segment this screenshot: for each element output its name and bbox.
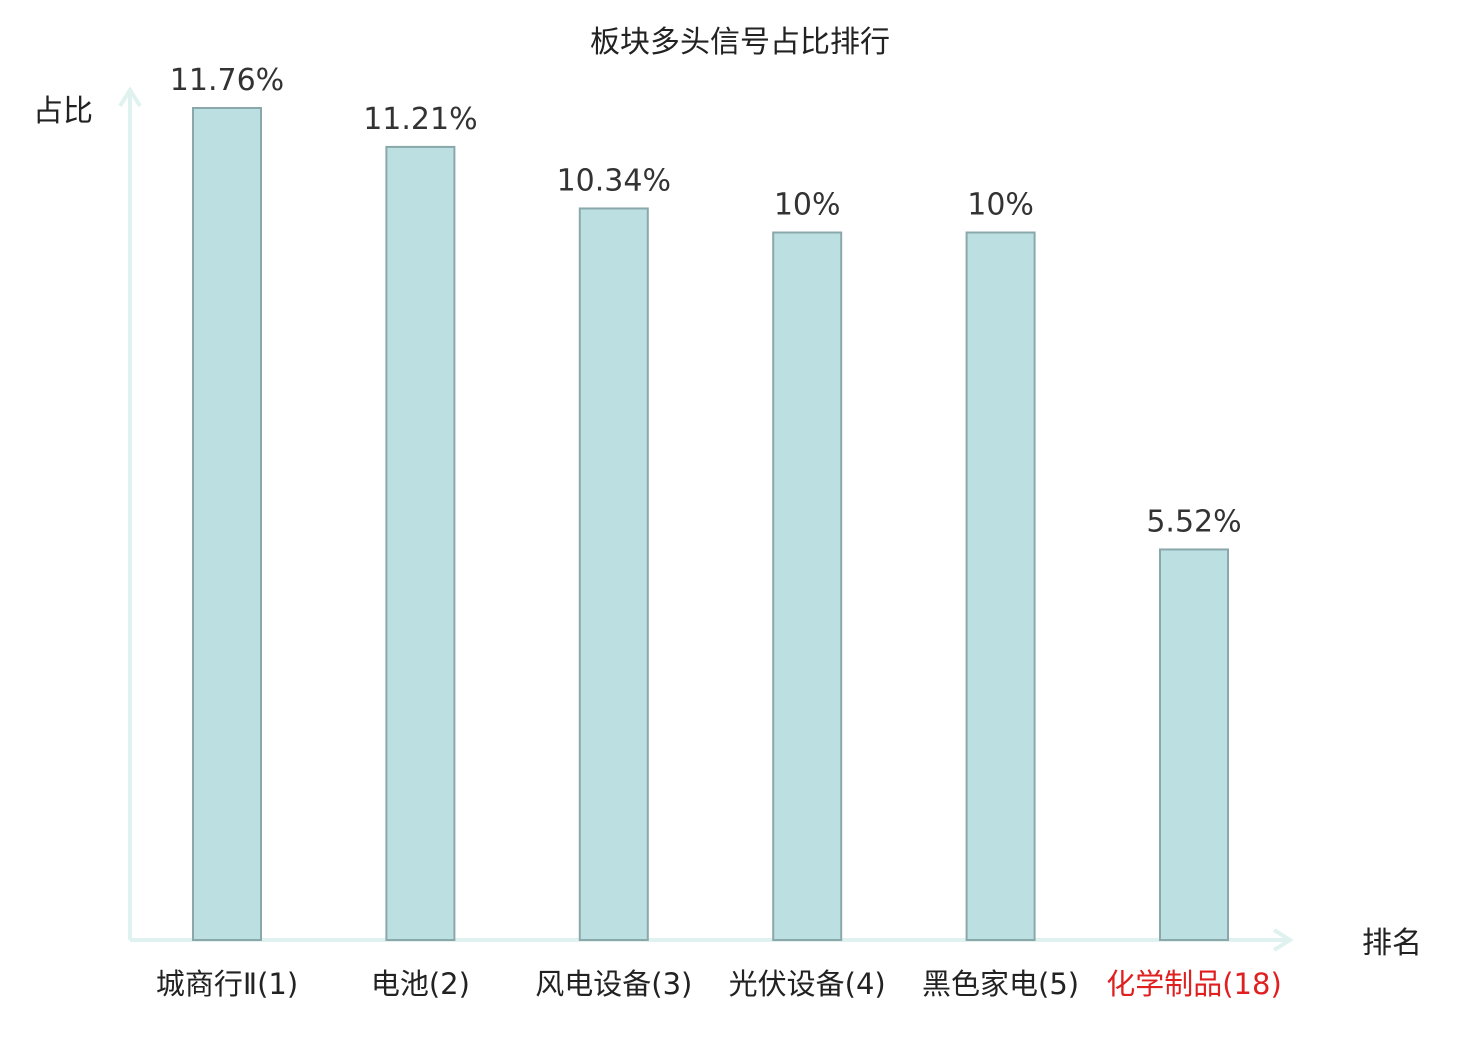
bar-4 xyxy=(772,231,843,941)
value-label-5: 10% xyxy=(967,188,1034,223)
bars-group xyxy=(192,107,1229,941)
y-axis-arrow xyxy=(118,86,142,108)
category-label-1: 城商行Ⅱ(1) xyxy=(156,967,298,1001)
category-label-6: 化学制品(18) xyxy=(1106,967,1282,1001)
category-labels-group: 城商行Ⅱ(1) 电池(2) 风电设备(3) 光伏设备(4) 黑色家电(5) 化学制品(18… xyxy=(156,967,1282,1001)
value-label-1: 11.76% xyxy=(170,63,284,98)
category-label-2: 电池(2) xyxy=(371,967,470,1001)
chart-title: 板块多头信号占比排行 xyxy=(590,25,890,60)
category-label-3: 风电设备(3) xyxy=(535,967,692,1001)
axes xyxy=(118,86,1294,952)
bar-3 xyxy=(578,207,649,941)
category-label-5: 黑色家电(5) xyxy=(922,967,1079,1001)
value-labels-group: 11.76% 11.21% 10.34% 10% 10% 5.52% xyxy=(170,63,1242,539)
x-axis-label: 排名 xyxy=(1362,926,1422,961)
value-label-3: 10.34% xyxy=(557,163,671,198)
value-label-4: 10% xyxy=(774,188,841,223)
value-label-2: 11.21% xyxy=(363,102,477,137)
bar-2 xyxy=(385,145,456,941)
bar-5 xyxy=(965,231,1036,941)
y-axis-label: 占比 xyxy=(33,94,93,129)
x-axis-arrow xyxy=(1272,928,1294,952)
category-label-4: 光伏设备(4) xyxy=(729,967,886,1001)
bar-6 xyxy=(1159,548,1229,941)
value-label-6: 5.52% xyxy=(1146,504,1241,539)
bar-1 xyxy=(192,107,262,941)
